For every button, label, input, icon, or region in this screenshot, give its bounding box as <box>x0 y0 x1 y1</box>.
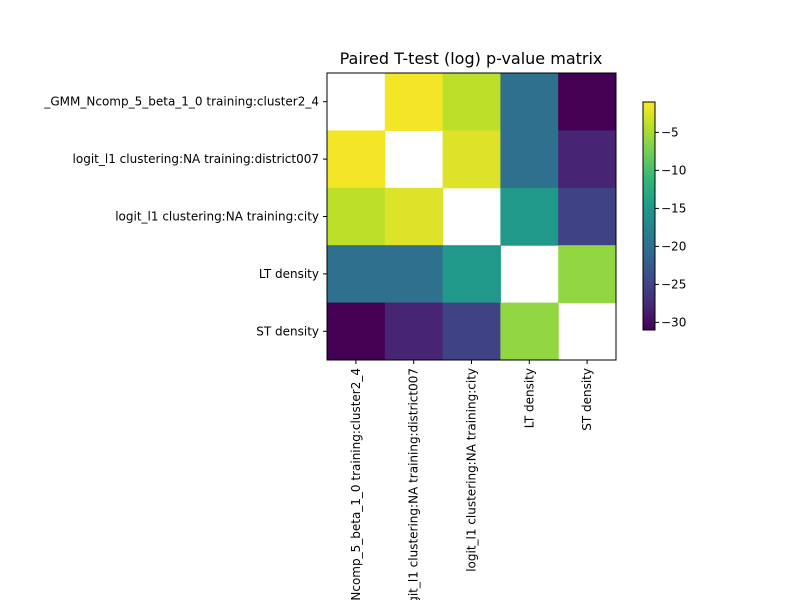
colorbar-tick-label: −20 <box>661 239 686 253</box>
heatmap-cell <box>442 302 501 361</box>
colorbar-tick-label: −5 <box>661 125 679 139</box>
heatmap-cell <box>558 187 617 246</box>
x-tick-label: _GMM_Ncomp_5_beta_1_0 training:cluster2_… <box>349 368 363 600</box>
heatmap-cell <box>558 130 617 189</box>
colorbar <box>642 101 656 331</box>
heatmap-cell <box>384 187 444 246</box>
x-tick-label: logit_l1 clustering:NA training:city <box>465 368 479 572</box>
heatmap-cell <box>558 73 617 131</box>
heatmap-cell <box>442 73 501 131</box>
heatmap-cell <box>384 245 444 304</box>
y-tick-label: logit_l1 clustering:NA training:district… <box>73 152 319 166</box>
y-tick-label: _GMM_Ncomp_5_beta_1_0 training:cluster2_… <box>43 95 319 109</box>
heatmap-cell <box>384 302 444 361</box>
y-tick-label: LT density <box>259 267 319 281</box>
colorbar-tick-label: −10 <box>661 163 686 177</box>
x-tick-label: ST density <box>580 368 594 431</box>
heatmap-cell <box>442 245 501 304</box>
x-tick-label: logit_l1 clustering:NA training:district… <box>407 368 421 600</box>
y-tick-label: ST density <box>256 324 319 338</box>
heatmap-cell <box>327 245 386 304</box>
heatmap-cell <box>500 187 559 246</box>
heatmap-cell <box>500 302 559 361</box>
chart-title: Paired T-test (log) p-value matrix <box>340 49 603 68</box>
y-tick-label: logit_l1 clustering:NA training:city <box>115 210 319 224</box>
heatmap-cell <box>500 130 559 189</box>
heatmap-cell <box>384 73 444 131</box>
heatmap-cell <box>327 130 386 189</box>
colorbar-tick-label: −25 <box>661 277 686 291</box>
heatmap-cell <box>558 245 617 304</box>
x-tick-label: LT density <box>522 368 536 428</box>
colorbar-tick-label: −30 <box>661 315 686 329</box>
heatmap-cell <box>327 187 386 246</box>
colorbar-tick-label: −15 <box>661 201 686 215</box>
heatmap-cell <box>500 73 559 131</box>
heatmap-cell <box>442 130 501 189</box>
heatmap-cell <box>327 302 386 361</box>
